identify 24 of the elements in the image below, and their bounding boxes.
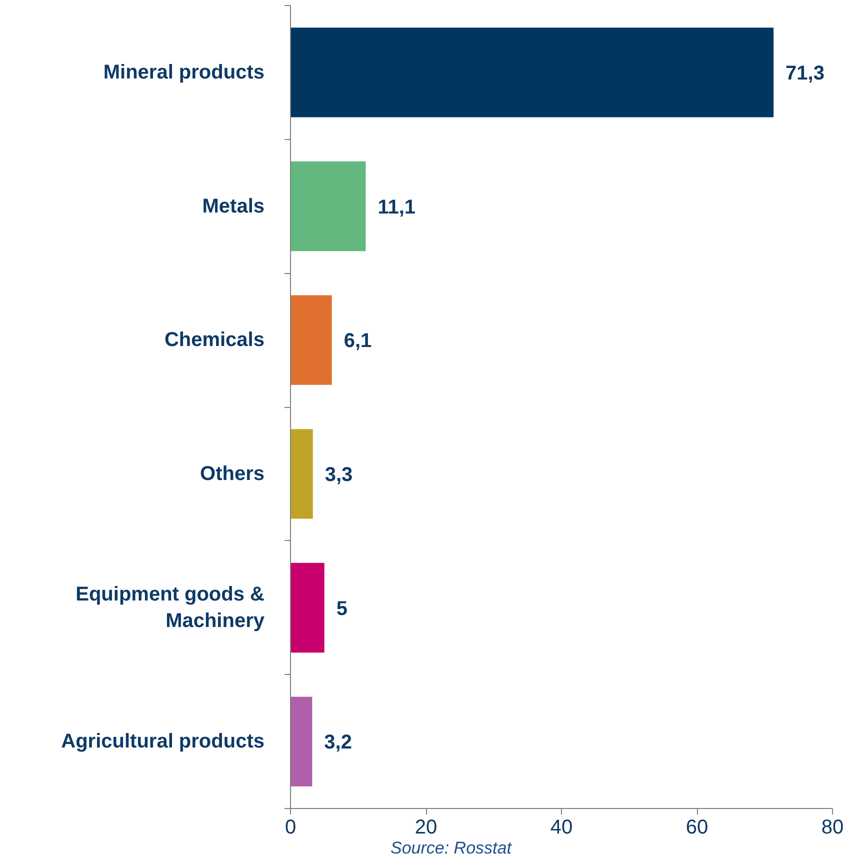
- y-tick-label: Agricultural products: [61, 730, 265, 753]
- bar: [290, 562, 324, 653]
- y-tick-label: Chemicals: [164, 329, 265, 352]
- data-label: 5: [336, 598, 348, 620]
- x-tick-label: 60: [686, 816, 708, 838]
- y-tick-label: Metals: [202, 195, 265, 218]
- y-tick-label: Equipment goods & Machinery: [76, 584, 266, 632]
- x-tick-label: 0: [284, 816, 296, 838]
- data-label: 11,1: [378, 196, 416, 218]
- bar: [290, 161, 366, 252]
- y-tick-label: Others: [200, 462, 265, 485]
- source-note: Source: Rosstat: [390, 838, 513, 857]
- bar: [290, 696, 312, 786]
- bar: [290, 295, 332, 385]
- y-tick-label: Mineral products: [103, 61, 265, 84]
- bar: [290, 28, 774, 118]
- data-label: 3,3: [324, 464, 353, 486]
- bar: [290, 429, 313, 519]
- x-tick-label: 80: [821, 816, 844, 838]
- x-tick-label: 20: [414, 816, 438, 838]
- data-label: 71,3: [786, 62, 824, 84]
- data-label: 6,1: [344, 330, 372, 352]
- data-label: 3,2: [324, 732, 352, 754]
- x-tick-label: 40: [550, 816, 573, 838]
